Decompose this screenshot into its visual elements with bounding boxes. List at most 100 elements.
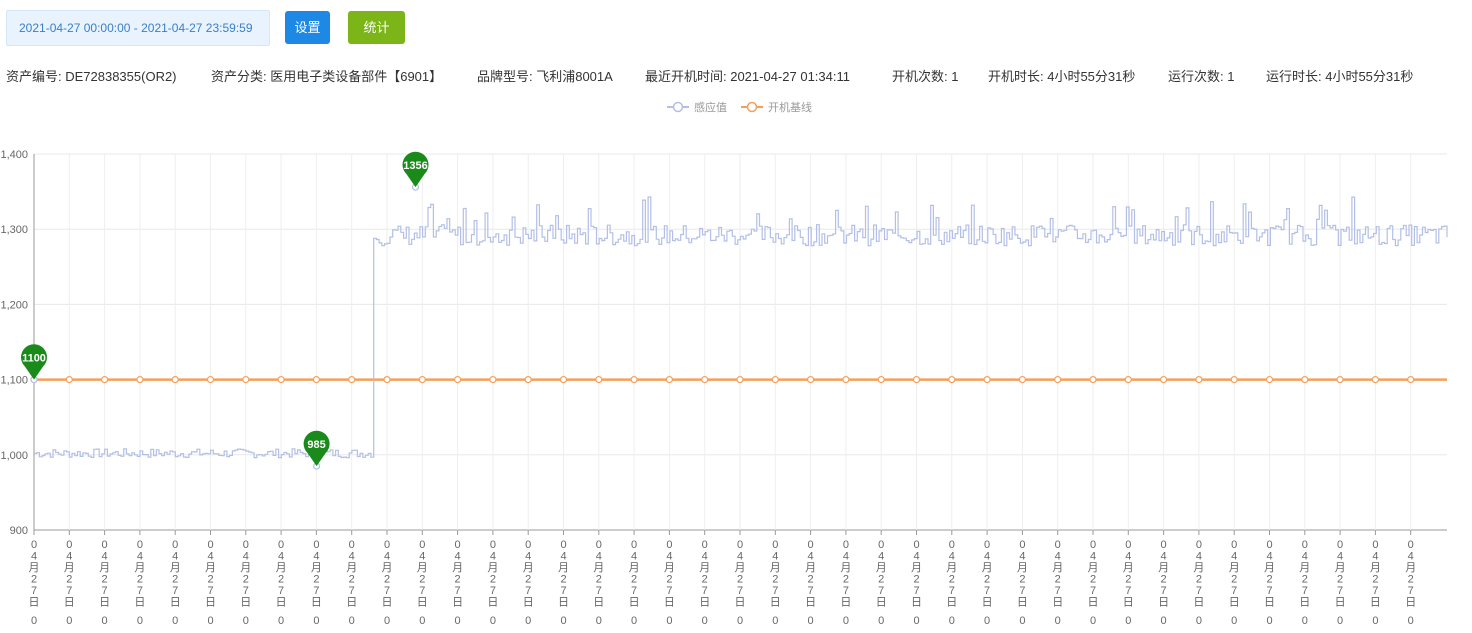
baseline-point	[348, 376, 356, 384]
baseline-point	[277, 376, 285, 384]
baseline-point	[630, 376, 638, 384]
baseline-point	[948, 376, 956, 384]
baseline-point	[877, 376, 885, 384]
brand-model: 品牌型号: 飞利浦8001A	[477, 69, 613, 84]
chart-markers: 1100 985 1356	[21, 151, 429, 470]
baseline-point	[206, 376, 215, 384]
baseline-point	[1124, 376, 1132, 384]
baseline-point	[383, 376, 391, 384]
baseline-point	[983, 376, 991, 384]
baseline-point	[524, 376, 532, 384]
marker-shape	[402, 151, 429, 188]
legend-item-sensor[interactable]: 感应值	[667, 100, 727, 114]
baseline-point	[242, 376, 250, 384]
baseline-point	[1265, 376, 1274, 384]
baseline-point	[1159, 376, 1168, 384]
legend-label-baseline: 开机基线	[768, 100, 812, 114]
marker-label: 985	[307, 439, 325, 451]
x-axis: 0 4 月 2 7 日 0 0 4 月 2 7 日 0 0 4 月 2 7 日 0 0 4 月 2 7 日 0 0 4 月 2 7 日 0 0 4 月 2 7…	[29, 530, 1416, 627]
legend-item-baseline[interactable]: 开机基线	[741, 100, 812, 114]
run-count: 运行次数: 1	[1168, 69, 1235, 84]
baseline-point	[1230, 376, 1238, 384]
baseline-point	[595, 376, 603, 384]
chart-series	[30, 196, 1448, 459]
marker-pin: 1100	[21, 344, 47, 384]
legend-label-sensor: 感应值	[694, 100, 727, 114]
chart-legend: 感应值 开机基线	[667, 100, 812, 114]
baseline-point	[65, 376, 73, 384]
baseline-point	[1018, 376, 1027, 384]
baseline-point	[806, 376, 815, 384]
date-range-picker[interactable]: 2021-04-27 00:00:00 - 2021-04-27 23:59:5…	[6, 10, 270, 46]
baseline-point	[736, 376, 744, 384]
series-sensor-line	[34, 196, 1448, 459]
baseline-point	[312, 376, 320, 384]
baseline-point	[1089, 376, 1097, 384]
baseline-point	[912, 376, 921, 384]
baseline-point	[136, 376, 144, 384]
baseline-point	[418, 376, 426, 384]
statistics-button[interactable]: 统计	[348, 11, 405, 44]
y-tick-label: 900	[10, 525, 28, 537]
toolbar: 2021-04-27 00:00:00 - 2021-04-27 23:59:5…	[0, 0, 1472, 60]
baseline-point	[665, 376, 674, 384]
power-on-duration: 开机时长: 4小时55分31秒	[988, 69, 1136, 84]
asset-number: 资产编号: DE72838355(OR2)	[6, 69, 177, 84]
marker-shape	[303, 430, 330, 467]
y-tick-label: 1,400	[0, 149, 28, 161]
baseline-point	[1407, 376, 1415, 384]
y-tick-label: 1,300	[0, 224, 28, 236]
baseline-point	[171, 376, 179, 384]
marker-shape	[21, 344, 47, 380]
baseline-point	[1301, 376, 1309, 384]
baseline-point	[559, 376, 568, 384]
baseline-point	[1371, 376, 1380, 384]
settings-button[interactable]: 设置	[285, 11, 330, 44]
y-axis: 900 1,000 1,100 1,200 1,300 1,400	[0, 149, 35, 537]
baseline-point	[842, 376, 850, 384]
last-power-on-time: 最近开机时间: 2021-04-27 01:34:11	[645, 69, 850, 84]
y-tick-label: 1,200	[0, 299, 28, 311]
asset-info-row: 资产编号: DE72838355(OR2) 资产分类: 医用电子类设备部件【69…	[0, 66, 1472, 84]
baseline-point	[1195, 376, 1203, 384]
marker-label: 1356	[403, 160, 427, 172]
asset-category: 资产分类: 医用电子类设备部件【6901】	[211, 69, 443, 84]
baseline-point	[1336, 376, 1344, 384]
y-tick-label: 1,000	[0, 450, 28, 462]
baseline-point	[100, 376, 109, 384]
